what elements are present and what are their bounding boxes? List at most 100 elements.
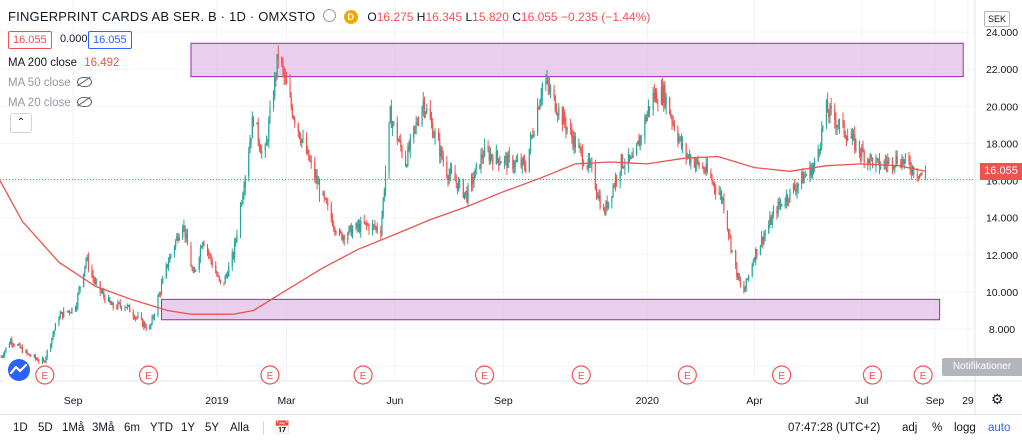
candle-body xyxy=(835,120,837,128)
earnings-marker-label: E xyxy=(360,371,367,382)
candle-body xyxy=(226,274,229,277)
candle-body xyxy=(463,192,466,198)
candle-body xyxy=(562,112,565,125)
legend-ma20[interactable]: MA 20 close xyxy=(8,97,92,109)
range-ytd[interactable]: YTD xyxy=(150,422,173,434)
ask-price-box[interactable]: 16.055 xyxy=(88,31,132,49)
candle-body xyxy=(512,156,514,169)
range-5y[interactable]: 5Y xyxy=(205,422,220,434)
candle-body xyxy=(624,165,626,168)
candle-body xyxy=(875,159,877,167)
candle-body xyxy=(199,247,202,258)
candle-body xyxy=(283,69,285,77)
candle-body xyxy=(26,350,28,354)
bid-price-box[interactable]: 16.055 xyxy=(8,31,52,49)
candle-body xyxy=(822,125,824,129)
candle-body xyxy=(330,205,332,219)
candle-body xyxy=(408,146,410,151)
settings-gear-icon[interactable]: ⚙ xyxy=(991,391,1004,407)
earnings-marker-label: E xyxy=(869,371,876,382)
candle-body xyxy=(158,293,160,297)
candle-body xyxy=(236,234,238,240)
tradingview-logo-icon[interactable] xyxy=(4,357,34,383)
candle-body xyxy=(891,158,894,168)
price-chart[interactable]: 6.0008.00010.00012.00014.00016.00018.000… xyxy=(0,0,1022,414)
candle-body xyxy=(821,128,823,146)
clock-timezone[interactable]: 07:47:28 (UTC+2) xyxy=(788,422,881,434)
candle-body xyxy=(784,203,786,207)
candle-body xyxy=(434,132,436,137)
candle-body xyxy=(811,168,813,177)
candle-body xyxy=(132,312,134,317)
log-toggle[interactable]: logg xyxy=(954,422,976,434)
range-5d[interactable]: 5D xyxy=(38,422,53,434)
candle-body xyxy=(285,77,288,84)
candle-body xyxy=(269,108,271,122)
earnings-marker-icon xyxy=(35,365,55,385)
candle-body xyxy=(389,107,391,123)
range-3m[interactable]: 3Må xyxy=(92,422,115,434)
candle-body xyxy=(203,242,205,246)
adj-toggle[interactable]: adj xyxy=(902,422,918,434)
candle-body xyxy=(409,137,411,151)
candle-body xyxy=(736,265,738,278)
candle-body xyxy=(294,118,296,124)
candle-body xyxy=(920,174,922,176)
dividend-badge[interactable]: D xyxy=(343,10,358,24)
candle-body xyxy=(66,310,68,312)
candle-body xyxy=(572,136,574,148)
legend-ma200[interactable]: MA 200 close 16.492 xyxy=(8,57,120,69)
candle-body xyxy=(581,150,584,165)
candle-body xyxy=(276,54,278,78)
candle-body xyxy=(924,172,927,179)
candle-body xyxy=(638,141,640,147)
candle-body xyxy=(314,161,316,179)
range-all[interactable]: Alla xyxy=(230,422,250,434)
notifications-button[interactable]: Notifikationer xyxy=(942,358,1022,376)
range-1y[interactable]: 1Y xyxy=(181,422,196,434)
candle-body xyxy=(870,154,872,158)
candle-body xyxy=(845,137,848,141)
currency-label[interactable]: SEK xyxy=(984,11,1010,27)
candle-body xyxy=(76,305,78,311)
candle-body xyxy=(202,242,204,248)
date-range-calendar-icon[interactable]: 📅 xyxy=(274,420,291,435)
candle-body xyxy=(243,188,245,196)
candle-body xyxy=(513,166,515,169)
candle-body xyxy=(465,191,467,193)
candle-body xyxy=(861,147,863,157)
candle-body xyxy=(92,274,94,279)
candle-body xyxy=(729,234,731,236)
candle-body xyxy=(495,151,497,165)
range-1m[interactable]: 1Må xyxy=(62,422,85,434)
candle-body xyxy=(611,196,613,202)
hidden-eye-icon[interactable] xyxy=(76,97,92,107)
legend-ma50[interactable]: MA 50 close xyxy=(8,77,92,89)
candle-body xyxy=(358,224,361,232)
percent-toggle[interactable]: % xyxy=(932,422,943,434)
candle-body xyxy=(772,210,774,216)
candle-body xyxy=(671,116,673,122)
candle-body xyxy=(818,149,820,151)
candle-body xyxy=(215,265,217,273)
candle-body xyxy=(404,155,407,166)
candle-body xyxy=(231,253,233,267)
candle-body xyxy=(400,139,402,148)
range-1d[interactable]: 1D xyxy=(13,422,28,434)
range-6m[interactable]: 6m xyxy=(124,422,140,434)
collapse-legend-chevron-up-icon[interactable]: ⌃ xyxy=(10,113,32,133)
symbol-title[interactable]: FINGERPRINT CARDS AB SER. B · 1D · OMXST… xyxy=(8,9,316,24)
candle-body xyxy=(871,157,874,167)
candle-body xyxy=(177,235,179,241)
candle-body xyxy=(126,305,128,308)
candle-body xyxy=(844,134,846,138)
candle-body xyxy=(152,316,154,318)
x-tick-label: Jul xyxy=(855,395,868,407)
candles xyxy=(0,45,927,365)
candle-body xyxy=(454,172,456,182)
candle-body xyxy=(605,201,607,214)
candle-body xyxy=(27,353,29,355)
candle-body xyxy=(470,177,473,186)
auto-scale-toggle[interactable]: auto xyxy=(988,422,1011,434)
hidden-eye-icon[interactable] xyxy=(76,77,92,87)
